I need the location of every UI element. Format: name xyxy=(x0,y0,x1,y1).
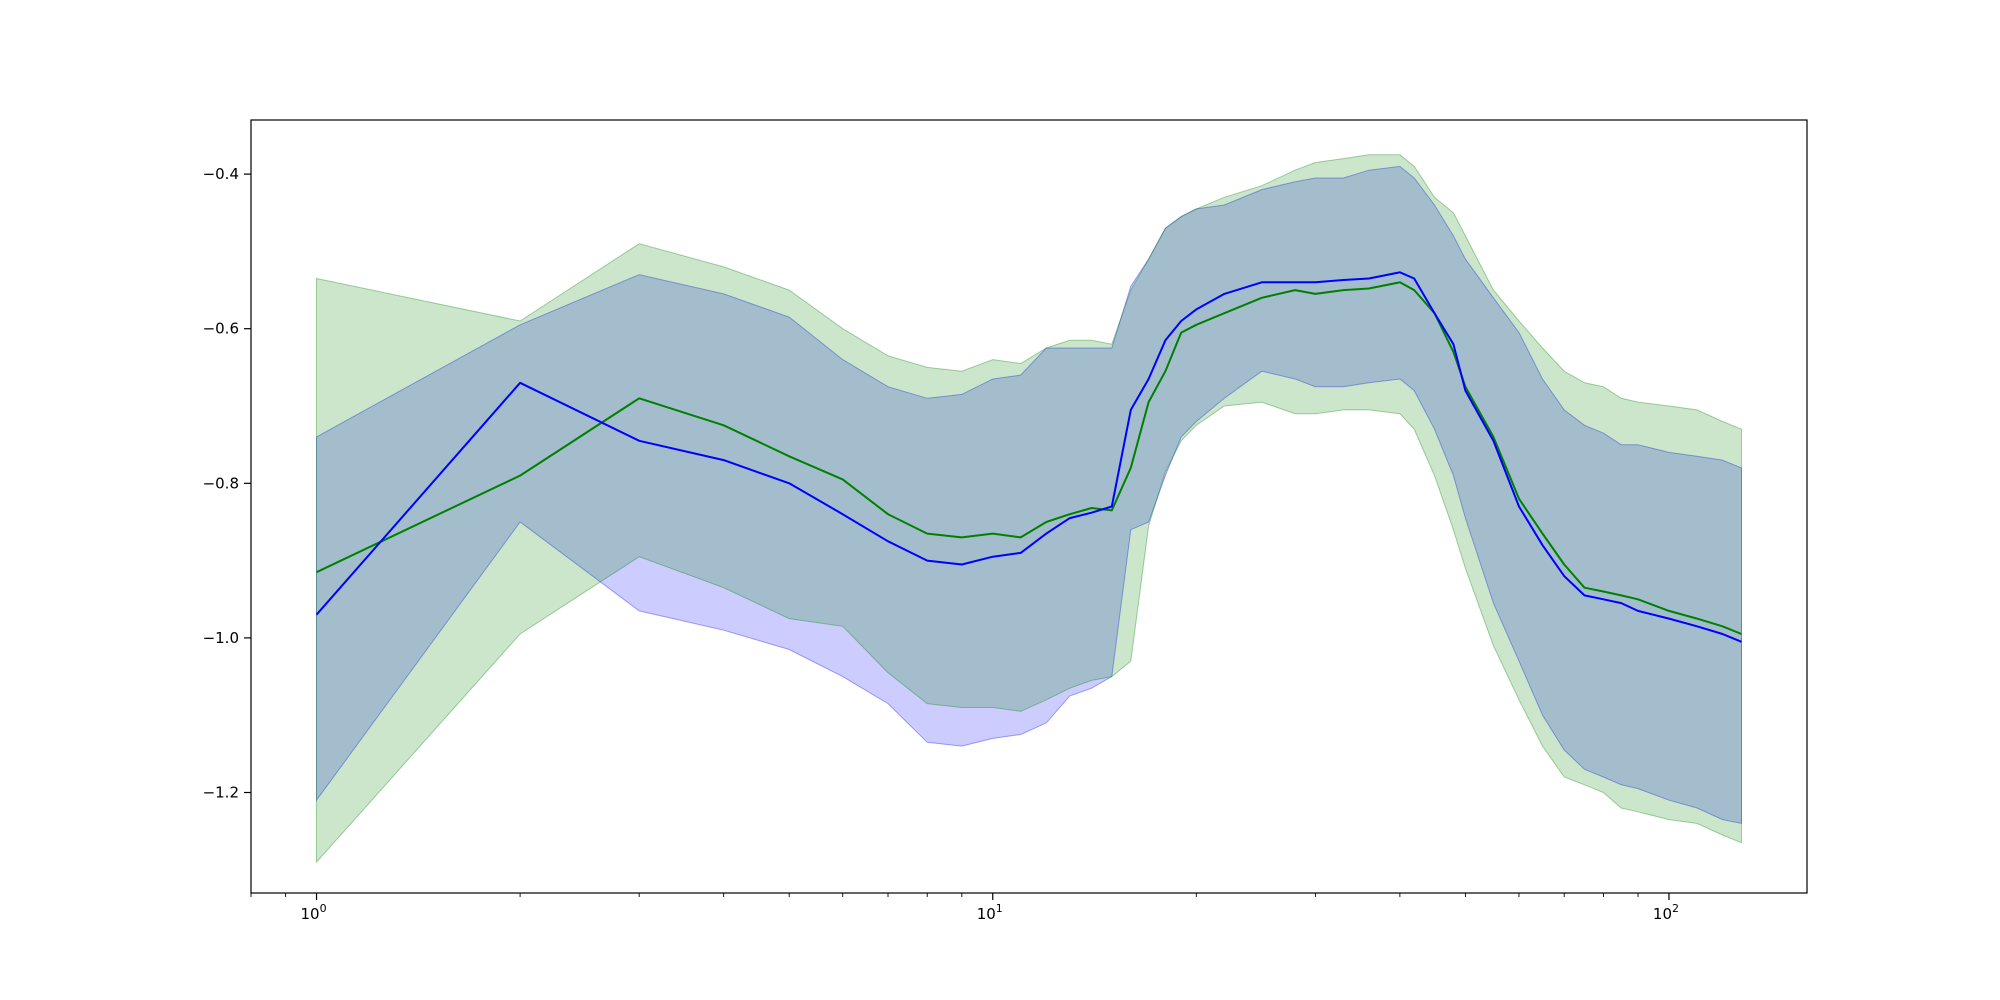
x-tick-label: 102 xyxy=(1653,902,1679,923)
series-line-0 xyxy=(315,271,1742,643)
confidence-band-0 xyxy=(316,165,1742,825)
confidence-band-1 xyxy=(316,154,1742,864)
x-axis: 100 101 102 xyxy=(250,893,1679,923)
y-tick-label: −0.4 xyxy=(203,165,239,183)
y-tick-label: −0.8 xyxy=(203,474,239,492)
y-axis: −0.4 −0.6 −0.8 −1.0 −1.2 xyxy=(203,165,251,802)
y-tick-label: −0.6 xyxy=(203,320,239,338)
series-line-1 xyxy=(316,281,1742,635)
x-tick-label: 100 xyxy=(300,902,326,923)
y-tick-label: −1.0 xyxy=(203,629,239,647)
plot-frame xyxy=(250,119,1808,894)
x-tick-label: 101 xyxy=(977,902,1003,923)
y-tick-label: −1.2 xyxy=(203,784,239,802)
series-lines xyxy=(315,271,1742,643)
confidence-bands xyxy=(316,154,1742,864)
